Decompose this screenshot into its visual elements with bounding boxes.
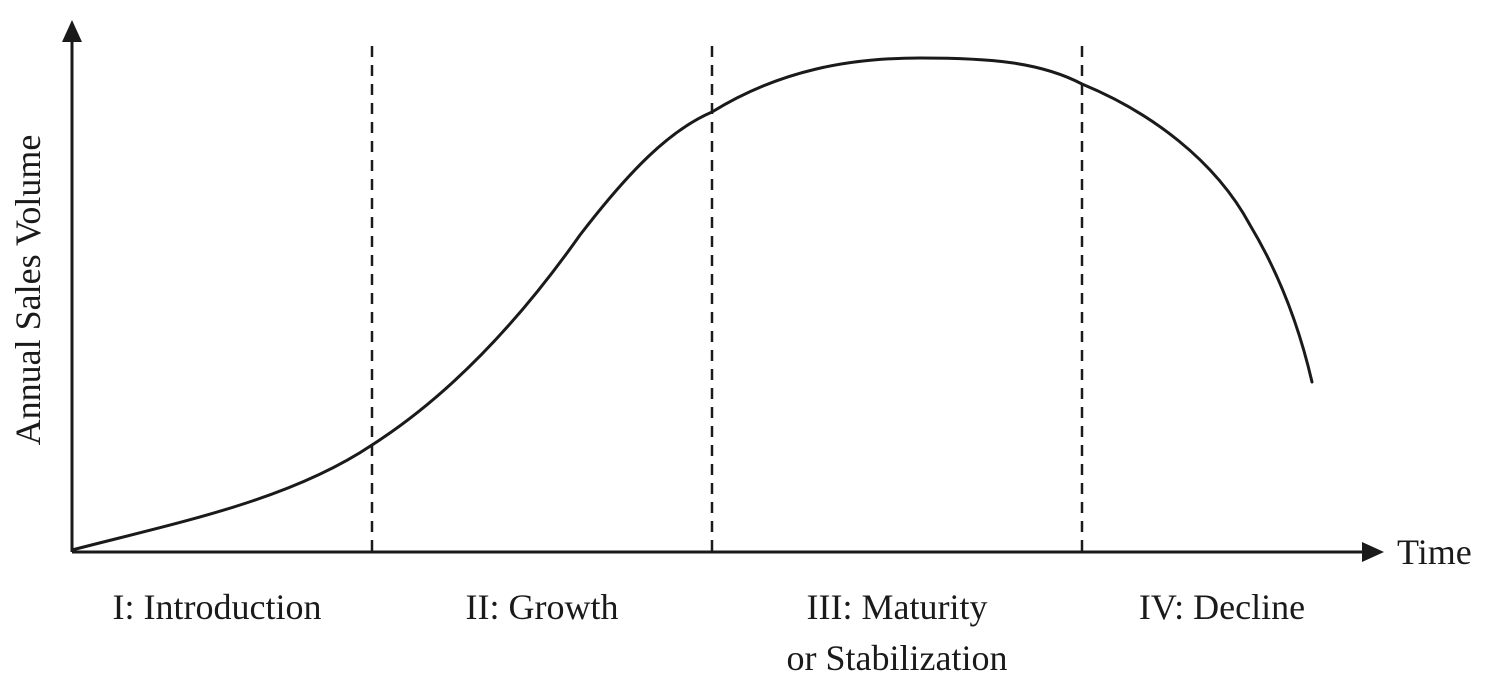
sales-volume-curve — [70, 56, 1314, 552]
stage-label-decline: IV: Decline — [1139, 587, 1305, 627]
stage-label-maturity: III: Maturity — [807, 587, 988, 627]
y-axis-arrow-icon — [62, 20, 82, 42]
stage-label-growth: II: Growth — [466, 587, 619, 627]
stage-label-stabilization: or Stabilization — [787, 638, 1008, 678]
x-axis-label: Time — [1397, 532, 1472, 572]
x-axis-arrow-icon — [1362, 542, 1384, 562]
y-axis-label: Annual Sales Volume — [8, 135, 48, 446]
stage-label-introduction: I: Introduction — [113, 587, 322, 627]
